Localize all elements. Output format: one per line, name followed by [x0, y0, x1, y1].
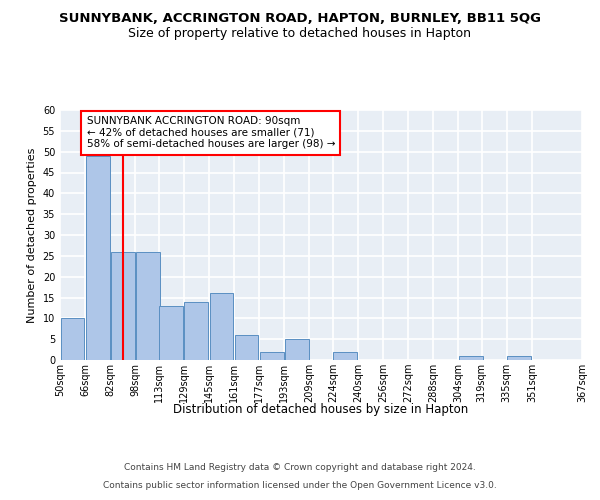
Text: Contains HM Land Registry data © Crown copyright and database right 2024.: Contains HM Land Registry data © Crown c…: [124, 462, 476, 471]
Bar: [136, 252, 160, 360]
Text: Size of property relative to detached houses in Hapton: Size of property relative to detached ho…: [128, 28, 472, 40]
Text: SUNNYBANK, ACCRINGTON ROAD, HAPTON, BURNLEY, BB11 5QG: SUNNYBANK, ACCRINGTON ROAD, HAPTON, BURN…: [59, 12, 541, 26]
Bar: [209, 294, 233, 360]
Bar: [86, 156, 110, 360]
Bar: [111, 252, 134, 360]
Bar: [459, 356, 482, 360]
Bar: [285, 339, 308, 360]
Bar: [334, 352, 357, 360]
Text: Distribution of detached houses by size in Hapton: Distribution of detached houses by size …: [173, 402, 469, 415]
Bar: [235, 335, 259, 360]
Y-axis label: Number of detached properties: Number of detached properties: [27, 148, 37, 322]
Bar: [160, 306, 183, 360]
Text: Contains public sector information licensed under the Open Government Licence v3: Contains public sector information licen…: [103, 481, 497, 490]
Bar: [260, 352, 284, 360]
Text: SUNNYBANK ACCRINGTON ROAD: 90sqm
← 42% of detached houses are smaller (71)
58% o: SUNNYBANK ACCRINGTON ROAD: 90sqm ← 42% o…: [86, 116, 335, 150]
Bar: [508, 356, 531, 360]
Bar: [61, 318, 85, 360]
Bar: [184, 302, 208, 360]
